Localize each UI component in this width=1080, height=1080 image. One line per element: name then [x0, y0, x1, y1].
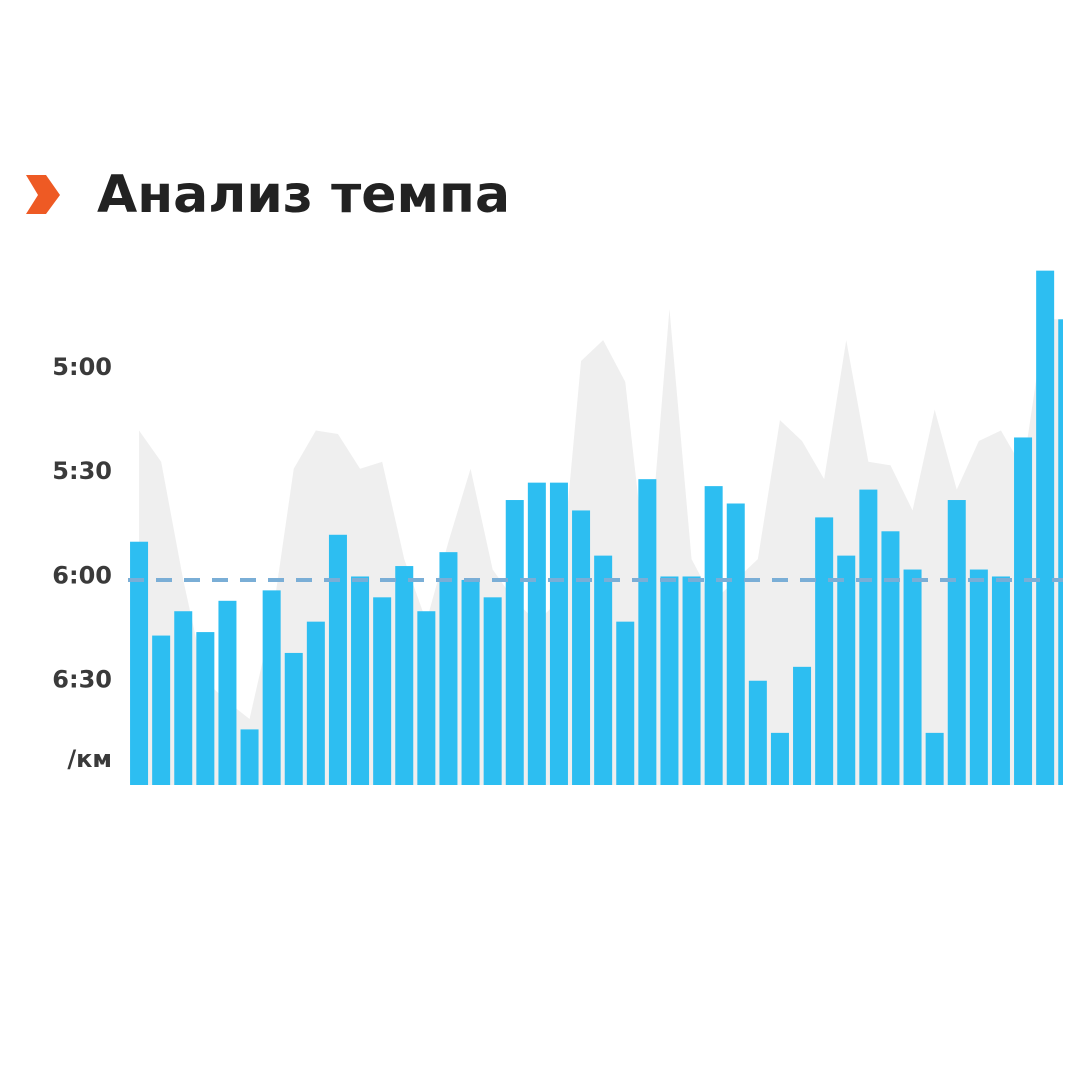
bar	[947, 500, 966, 785]
y-tick-label: 6:00	[52, 561, 112, 589]
bar	[903, 569, 922, 785]
bar	[837, 555, 856, 785]
bar	[130, 541, 149, 785]
bar	[196, 632, 215, 785]
bar	[1036, 270, 1055, 786]
bar	[1014, 437, 1033, 785]
bar	[572, 510, 591, 785]
bar	[859, 489, 878, 785]
bar	[726, 503, 745, 785]
bar	[174, 611, 193, 785]
bar	[748, 680, 767, 785]
bar	[417, 611, 436, 785]
bar	[284, 652, 303, 785]
bar	[439, 552, 458, 785]
bar	[373, 597, 392, 785]
bar	[969, 569, 988, 785]
bar	[262, 590, 281, 785]
bar	[925, 732, 944, 785]
bar	[240, 729, 259, 785]
bar	[351, 576, 370, 785]
bar	[815, 517, 834, 785]
bar	[483, 597, 502, 785]
bar	[328, 534, 347, 785]
bar	[1058, 319, 1063, 785]
bar	[616, 621, 635, 785]
bar	[704, 486, 723, 785]
bar	[218, 600, 237, 785]
bar	[527, 482, 546, 785]
plot	[128, 270, 1063, 786]
bar	[306, 621, 325, 785]
bar	[770, 732, 789, 785]
bar	[549, 482, 568, 785]
bar	[395, 566, 414, 785]
bar	[991, 576, 1010, 785]
bar	[793, 666, 812, 785]
bar	[682, 576, 701, 785]
chart-title: Анализ темпа	[97, 165, 510, 225]
y-tick-label: 6:30	[52, 666, 112, 694]
unit-label: /км	[67, 745, 112, 773]
bar	[881, 531, 900, 785]
bar	[152, 635, 171, 785]
bar	[505, 500, 524, 785]
bar	[594, 555, 613, 785]
bar	[660, 576, 679, 785]
header-icon	[26, 175, 60, 214]
bar	[461, 579, 480, 785]
bar	[638, 479, 657, 785]
y-tick-label: 5:30	[52, 457, 112, 485]
y-tick-label: 5:00	[52, 353, 112, 381]
